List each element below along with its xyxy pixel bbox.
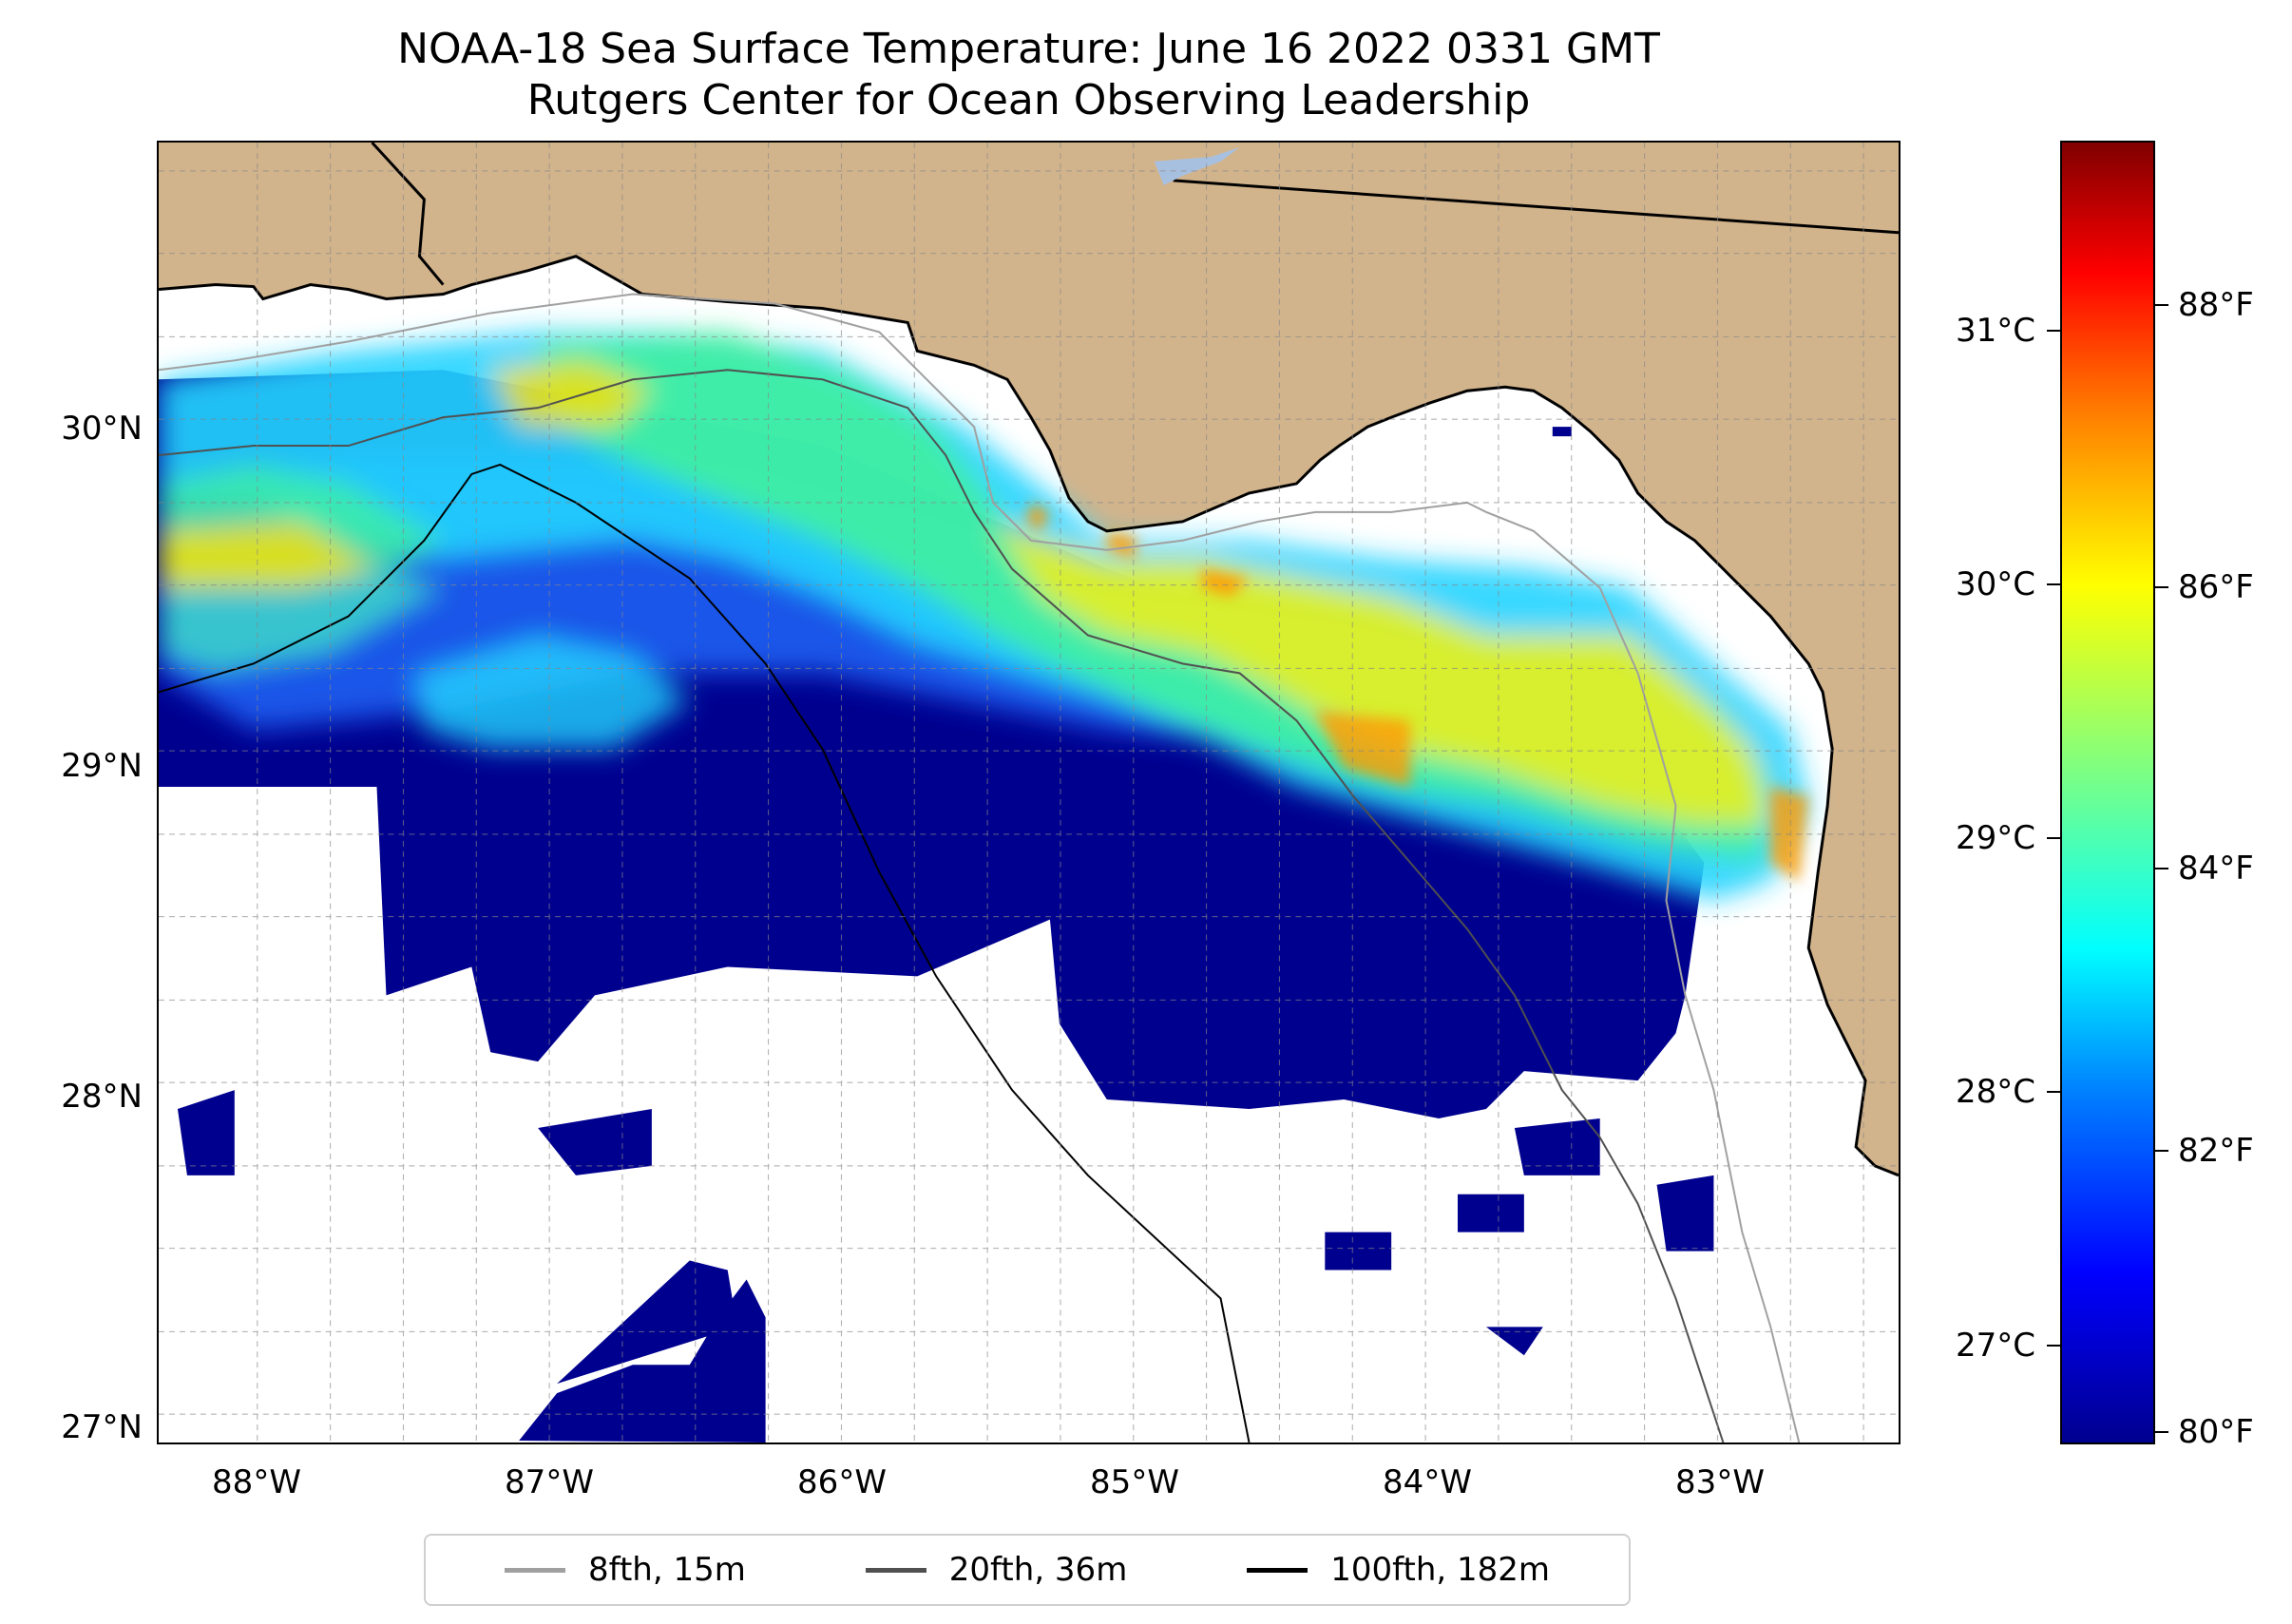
cb-tick-27c: [2047, 1345, 2060, 1347]
legend-line-20fth: [865, 1567, 926, 1573]
legend-item-8fth: 8fth, 15m: [504, 1551, 746, 1589]
cb-tick-28c: [2047, 1091, 2060, 1093]
cb-tick-88f: [2155, 304, 2168, 306]
legend-item-20fth: 20fth, 36m: [865, 1551, 1128, 1589]
lon-tick-86w: 86°W: [797, 1463, 887, 1501]
cb-label-28c: 28°C: [1955, 1073, 2035, 1111]
sst-map-canvas: [159, 143, 1899, 1442]
lat-tick-29: 29°N: [61, 747, 143, 785]
lon-tick-85w: 85°W: [1090, 1463, 1179, 1501]
isobaths: [159, 293, 1801, 1442]
legend-line-100fth: [1247, 1567, 1308, 1573]
legend-label-20fth: 20fth, 36m: [948, 1551, 1128, 1589]
cb-label-88f: 88°F: [2178, 286, 2254, 324]
cb-tick-82f: [2155, 1150, 2168, 1152]
cb-label-31c: 31°C: [1955, 312, 2035, 350]
cb-label-29c: 29°C: [1955, 819, 2035, 857]
isobath-legend: 8fth, 15m 20fth, 36m 100fth, 182m: [424, 1534, 1631, 1606]
legend-line-8fth: [504, 1567, 565, 1573]
lat-tick-30: 30°N: [61, 410, 143, 448]
map-title: NOAA-18 Sea Surface Temperature: June 16…: [397, 25, 1660, 73]
lat-tick-28: 28°N: [61, 1078, 143, 1116]
cb-label-30c: 30°C: [1955, 565, 2035, 603]
sst-colorbar: [2060, 141, 2155, 1444]
cb-tick-31c: [2047, 330, 2060, 332]
lon-tick-88w: 88°W: [212, 1463, 301, 1501]
sst-field: [159, 332, 1809, 1442]
cb-tick-86f: [2155, 586, 2168, 588]
map-subtitle: Rutgers Center for Ocean Observing Leade…: [526, 76, 1531, 124]
cb-label-84f: 84°F: [2178, 850, 2254, 888]
state-boundary-west: [371, 143, 445, 286]
cb-tick-84f: [2155, 868, 2168, 869]
state-boundary: [1173, 179, 1899, 235]
cb-label-86f: 86°F: [2178, 568, 2254, 606]
lat-tick-27: 27°N: [61, 1408, 143, 1446]
sst-map[interactable]: [157, 141, 1900, 1444]
cb-label-82f: 82°F: [2178, 1132, 2254, 1170]
cb-label-80f: 80°F: [2178, 1413, 2254, 1451]
lon-tick-87w: 87°W: [505, 1463, 594, 1501]
cb-tick-29c: [2047, 837, 2060, 839]
cb-label-27c: 27°C: [1955, 1327, 2035, 1365]
lake: [1154, 146, 1240, 185]
cb-tick-80f: [2155, 1431, 2168, 1433]
gridlines: [159, 143, 1899, 1442]
legend-label-8fth: 8fth, 15m: [587, 1551, 746, 1589]
lon-tick-83w: 83°W: [1675, 1463, 1765, 1501]
coastline: [159, 255, 1899, 1177]
legend-label-100fth: 100fth, 182m: [1330, 1551, 1551, 1589]
legend-item-100fth: 100fth, 182m: [1247, 1551, 1550, 1589]
cb-tick-30c: [2047, 583, 2060, 585]
lon-tick-84w: 84°W: [1383, 1463, 1472, 1501]
